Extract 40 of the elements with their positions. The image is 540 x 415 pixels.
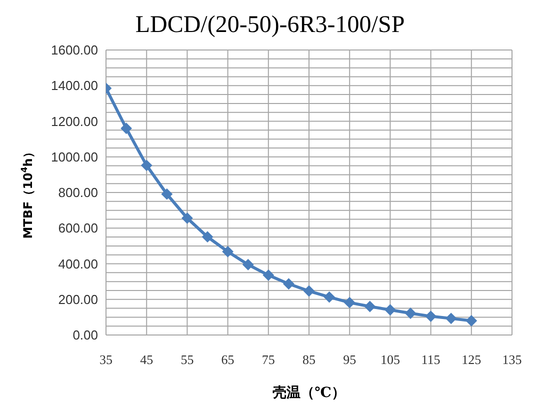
y-tick-label: 400.00 bbox=[58, 256, 98, 272]
x-tick-label: 125 bbox=[462, 352, 482, 368]
point bbox=[161, 188, 172, 200]
point bbox=[202, 231, 213, 242]
point bbox=[182, 212, 193, 224]
point bbox=[222, 246, 234, 258]
point bbox=[141, 160, 152, 171]
point bbox=[120, 122, 132, 134]
point bbox=[283, 278, 294, 290]
x-tick-label: 135 bbox=[502, 352, 522, 368]
y-tick-label: 1000.00 bbox=[51, 149, 98, 164]
point bbox=[262, 270, 274, 281]
x-tick-label: 35 bbox=[100, 352, 112, 368]
y-tick-label: 0.00 bbox=[72, 328, 98, 343]
y-tick-label: 1200.00 bbox=[51, 114, 98, 129]
point bbox=[384, 304, 396, 316]
x-tick-label: 65 bbox=[221, 352, 234, 368]
chart-title: LDCD/(20-50)-6R3-100/SP bbox=[134, 11, 406, 40]
y-tick-label: 200.00 bbox=[58, 292, 98, 307]
y-tick-label: 1600.00 bbox=[51, 42, 98, 58]
x-tick-label: 105 bbox=[380, 352, 400, 368]
point bbox=[446, 312, 457, 324]
x-tick-label: 95 bbox=[343, 352, 356, 368]
y-tick-label: 600.00 bbox=[58, 220, 98, 236]
y-tick-label: 800.00 bbox=[58, 185, 98, 200]
point bbox=[425, 310, 436, 322]
point bbox=[344, 297, 356, 308]
x-tick-label: 55 bbox=[180, 352, 194, 368]
point bbox=[466, 315, 477, 326]
x-tick-label: 45 bbox=[140, 352, 154, 368]
point bbox=[304, 286, 314, 297]
x-tick-label: 115 bbox=[421, 352, 440, 368]
point bbox=[242, 259, 254, 270]
point bbox=[324, 292, 335, 303]
point bbox=[405, 308, 416, 319]
x-axis-title: 壳温（℃） bbox=[272, 385, 346, 401]
x-tick-label: 75 bbox=[262, 352, 275, 368]
x-tick-label: 85 bbox=[302, 352, 316, 368]
y-tick-label: 1400.00 bbox=[51, 78, 98, 94]
point bbox=[364, 301, 376, 312]
